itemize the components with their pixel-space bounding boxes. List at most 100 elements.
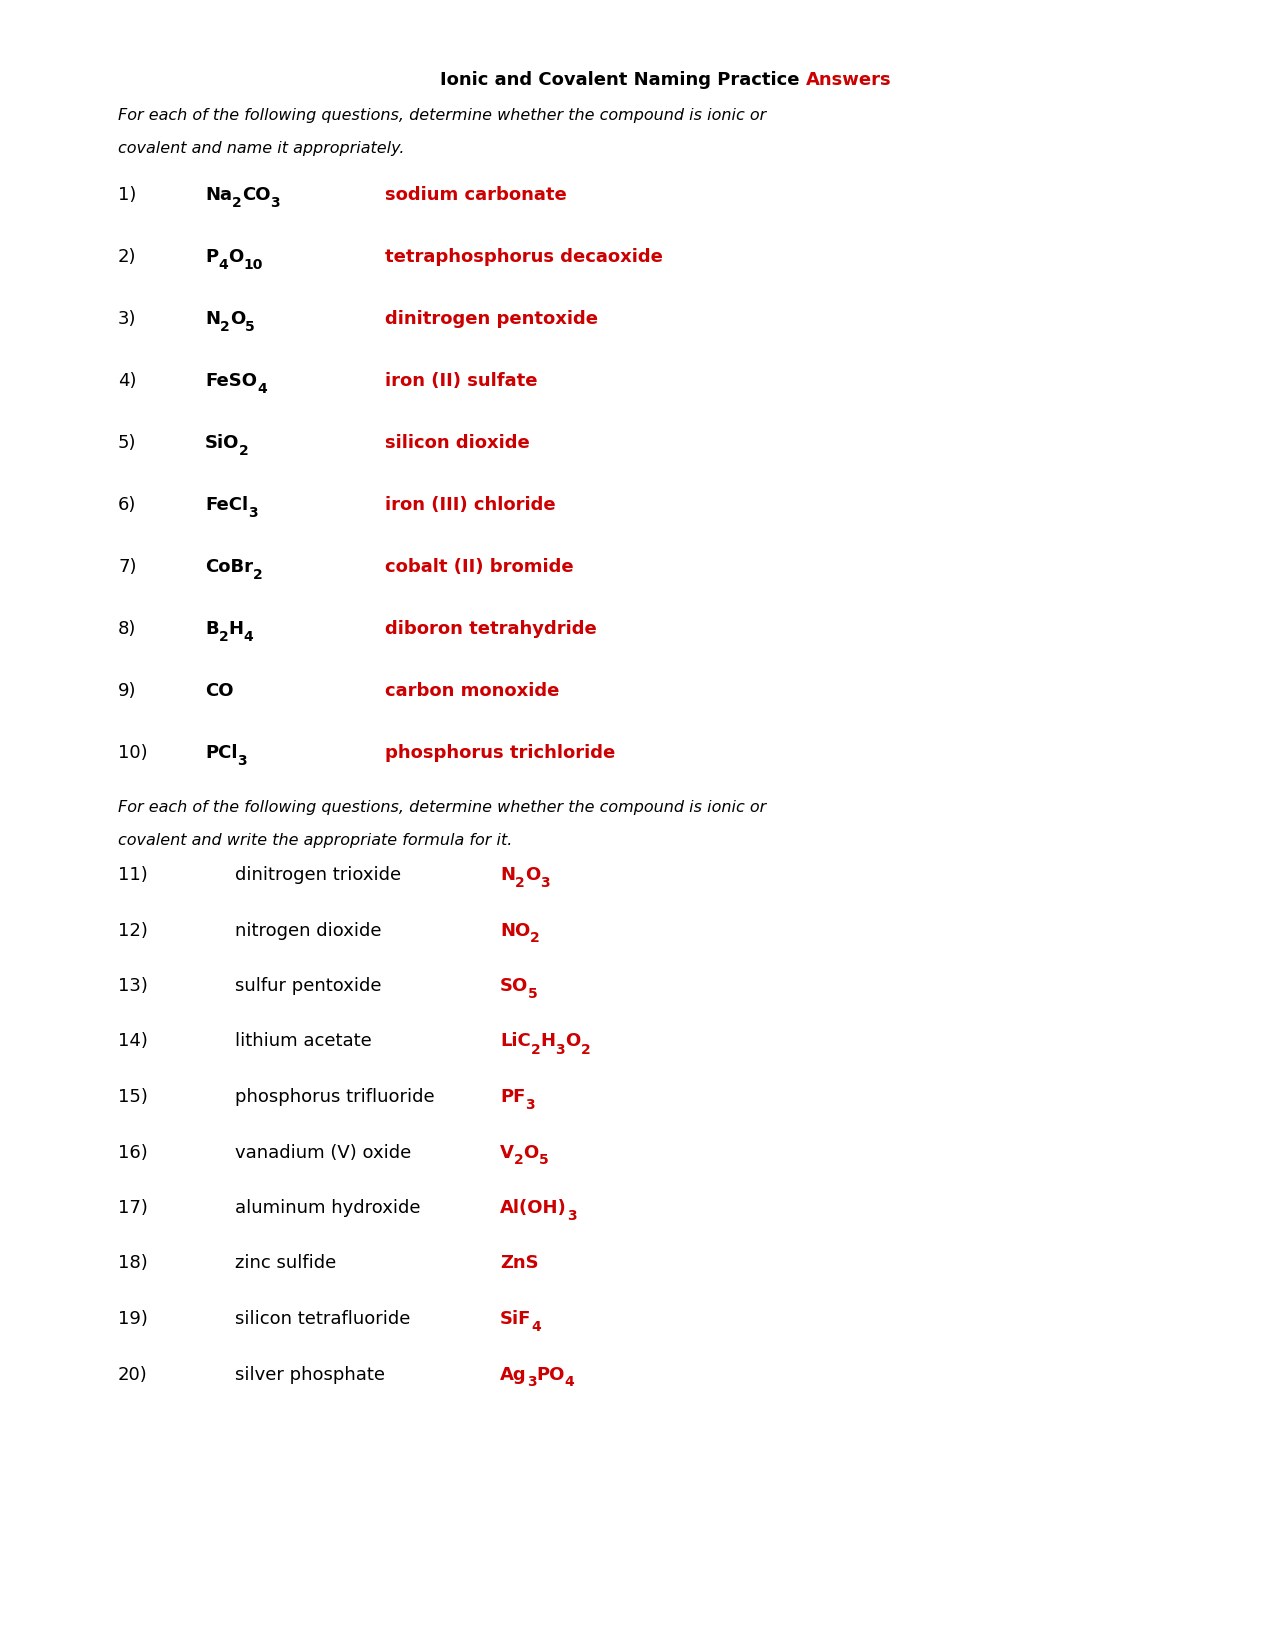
Text: CoBr: CoBr — [205, 558, 252, 576]
Text: H: H — [541, 1033, 556, 1051]
Text: 3: 3 — [249, 507, 258, 520]
Text: covalent and name it appropriately.: covalent and name it appropriately. — [119, 140, 404, 157]
Text: SiO: SiO — [205, 434, 240, 452]
Text: Answers: Answers — [806, 71, 891, 89]
Text: silicon dioxide: silicon dioxide — [385, 434, 529, 452]
Text: PCl: PCl — [205, 744, 237, 762]
Text: 3: 3 — [541, 876, 550, 889]
Text: 6): 6) — [119, 497, 136, 515]
Text: 2: 2 — [515, 876, 525, 889]
Text: 2: 2 — [240, 444, 249, 459]
Text: silver phosphate: silver phosphate — [235, 1366, 385, 1383]
Text: Al(OH): Al(OH) — [500, 1200, 567, 1218]
Text: 3: 3 — [270, 196, 280, 210]
Text: Ag: Ag — [500, 1366, 527, 1383]
Text: 18): 18) — [119, 1254, 148, 1272]
Text: O: O — [524, 1143, 539, 1162]
Text: PO: PO — [537, 1366, 565, 1383]
Text: ZnS: ZnS — [500, 1254, 538, 1272]
Text: H: H — [228, 620, 244, 639]
Text: B: B — [205, 620, 218, 639]
Text: FeSO: FeSO — [205, 371, 258, 389]
Text: 3: 3 — [567, 1209, 576, 1223]
Text: 17): 17) — [119, 1200, 148, 1218]
Text: 4: 4 — [565, 1376, 574, 1389]
Text: 7): 7) — [119, 558, 136, 576]
Text: CO: CO — [205, 681, 233, 700]
Text: LiC: LiC — [500, 1033, 530, 1051]
Text: 4: 4 — [532, 1320, 541, 1333]
Text: For each of the following questions, determine whether the compound is ionic or: For each of the following questions, det… — [119, 107, 766, 124]
Text: 1): 1) — [119, 186, 136, 205]
Text: CO: CO — [242, 186, 270, 205]
Text: 4: 4 — [218, 257, 228, 272]
Text: 3: 3 — [237, 754, 247, 767]
Text: 5: 5 — [528, 987, 538, 1002]
Text: 4: 4 — [244, 630, 254, 644]
Text: 5): 5) — [119, 434, 136, 452]
Text: For each of the following questions, determine whether the compound is ionic or: For each of the following questions, det… — [119, 800, 766, 815]
Text: 2): 2) — [119, 248, 136, 266]
Text: aluminum hydroxide: aluminum hydroxide — [235, 1200, 421, 1218]
Text: phosphorus trichloride: phosphorus trichloride — [385, 744, 616, 762]
Text: 3: 3 — [556, 1043, 565, 1056]
Text: 19): 19) — [119, 1310, 148, 1328]
Text: 14): 14) — [119, 1033, 148, 1051]
Text: 5: 5 — [539, 1153, 548, 1168]
Text: 11): 11) — [119, 866, 148, 884]
Text: cobalt (II) bromide: cobalt (II) bromide — [385, 558, 574, 576]
Text: lithium acetate: lithium acetate — [235, 1033, 372, 1051]
Text: nitrogen dioxide: nitrogen dioxide — [235, 921, 381, 939]
Text: covalent and write the appropriate formula for it.: covalent and write the appropriate formu… — [119, 833, 513, 848]
Text: sulfur pentoxide: sulfur pentoxide — [235, 977, 381, 995]
Text: 15): 15) — [119, 1087, 148, 1106]
Text: P: P — [205, 248, 218, 266]
Text: 2: 2 — [232, 196, 242, 210]
Text: O: O — [230, 310, 245, 328]
Text: phosphorus trifluoride: phosphorus trifluoride — [235, 1087, 435, 1106]
Text: 4: 4 — [258, 383, 266, 396]
Text: SO: SO — [500, 977, 528, 995]
Text: diboron tetrahydride: diboron tetrahydride — [385, 620, 597, 639]
Text: 10): 10) — [119, 744, 148, 762]
Text: 2: 2 — [580, 1043, 590, 1056]
Text: 3: 3 — [527, 1376, 537, 1389]
Text: FeCl: FeCl — [205, 497, 249, 515]
Text: 5: 5 — [245, 320, 255, 333]
Text: NO: NO — [500, 921, 530, 939]
Text: 2: 2 — [252, 568, 263, 582]
Text: 2: 2 — [221, 320, 230, 333]
Text: N: N — [500, 866, 515, 884]
Text: Ionic and Covalent Naming Practice: Ionic and Covalent Naming Practice — [440, 71, 806, 89]
Text: N: N — [205, 310, 221, 328]
Text: carbon monoxide: carbon monoxide — [385, 681, 560, 700]
Text: 9): 9) — [119, 681, 136, 700]
Text: 12): 12) — [119, 921, 148, 939]
Text: tetraphosphorus decaoxide: tetraphosphorus decaoxide — [385, 248, 663, 266]
Text: 16): 16) — [119, 1143, 148, 1162]
Text: 3: 3 — [525, 1097, 536, 1112]
Text: 13): 13) — [119, 977, 148, 995]
Text: 2: 2 — [514, 1153, 524, 1168]
Text: 20): 20) — [119, 1366, 148, 1383]
Text: 3): 3) — [119, 310, 136, 328]
Text: 2: 2 — [218, 630, 228, 644]
Text: Na: Na — [205, 186, 232, 205]
Text: PF: PF — [500, 1087, 525, 1106]
Text: 8): 8) — [119, 620, 136, 639]
Text: 2: 2 — [530, 1043, 541, 1056]
Text: iron (III) chloride: iron (III) chloride — [385, 497, 556, 515]
Text: 10: 10 — [244, 257, 263, 272]
Text: dinitrogen pentoxide: dinitrogen pentoxide — [385, 310, 598, 328]
Text: silicon tetrafluoride: silicon tetrafluoride — [235, 1310, 411, 1328]
Text: O: O — [525, 866, 541, 884]
Text: V: V — [500, 1143, 514, 1162]
Text: dinitrogen trioxide: dinitrogen trioxide — [235, 866, 402, 884]
Text: zinc sulfide: zinc sulfide — [235, 1254, 337, 1272]
Text: iron (II) sulfate: iron (II) sulfate — [385, 371, 538, 389]
Text: O: O — [565, 1033, 580, 1051]
Text: O: O — [228, 248, 244, 266]
Text: vanadium (V) oxide: vanadium (V) oxide — [235, 1143, 412, 1162]
Text: 2: 2 — [530, 932, 541, 945]
Text: SiF: SiF — [500, 1310, 532, 1328]
